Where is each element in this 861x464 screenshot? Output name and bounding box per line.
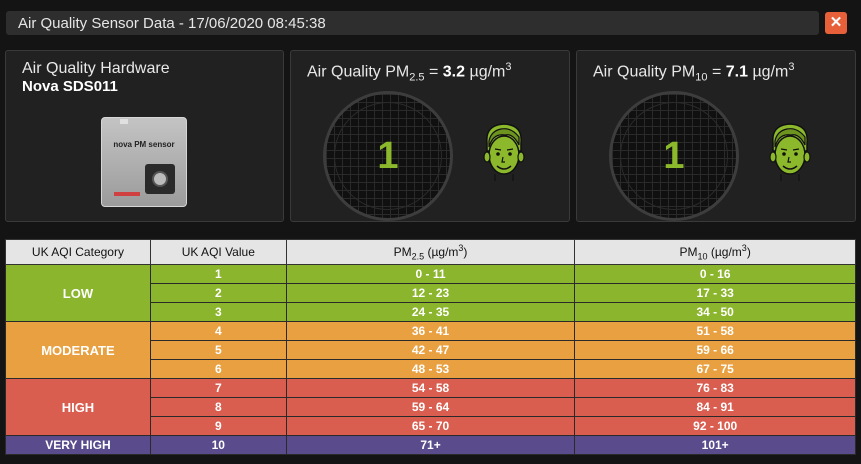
pm10-range: 0 - 16 xyxy=(574,264,856,284)
pm10-range: 84 - 91 xyxy=(574,397,856,417)
aqi-value: 5 xyxy=(149,340,287,360)
pm10-panel: Air Quality PM10 = 7.1 µg/m3 1 xyxy=(576,50,856,222)
happy-face-icon xyxy=(769,123,811,181)
pm25-index-gauge: 1 xyxy=(323,91,453,221)
header-pm25: PM2.5 (µg/m3) xyxy=(285,239,576,265)
aqi-value: 7 xyxy=(149,378,287,398)
aqi-value: 4 xyxy=(149,321,287,341)
table-row: 5 42 - 47 59 - 66 xyxy=(5,340,856,360)
pm10-value: 7.1 xyxy=(725,63,748,81)
pm10-range: 76 - 83 xyxy=(574,378,856,398)
close-button[interactable]: ✕ xyxy=(825,12,847,34)
title-bar: Air Quality Sensor Data - 17/06/2020 08:… xyxy=(6,11,819,35)
header-value: UK AQI Value xyxy=(149,239,287,265)
header-pm10: PM10 (µg/m3) xyxy=(574,239,856,265)
happy-face-icon xyxy=(483,123,525,181)
pm10-range: 67 - 75 xyxy=(574,359,856,379)
window-title: Air Quality Sensor Data - 17/06/2020 08:… xyxy=(18,15,326,32)
pm10-index-value: 1 xyxy=(663,135,685,177)
hardware-panel: Air Quality Hardware Nova SDS011 nova PM… xyxy=(5,50,284,222)
pm10-range: 17 - 33 xyxy=(574,283,856,303)
pm25-value: 3.2 xyxy=(442,63,466,81)
category-moderate: MODERATE xyxy=(5,321,151,379)
sensor-connector xyxy=(120,119,128,124)
table-row: 2 12 - 23 17 - 33 xyxy=(5,283,856,303)
pm25-range: 36 - 41 xyxy=(285,321,576,341)
pm25-range: 54 - 58 xyxy=(285,378,576,398)
aqi-value: 10 xyxy=(149,435,287,455)
pm25-range: 42 - 47 xyxy=(285,340,576,360)
sensor-wire xyxy=(114,192,140,196)
aqi-value: 8 xyxy=(149,397,287,417)
hardware-label: Air Quality Hardware xyxy=(22,60,170,77)
table-row: HIGH 7 54 - 58 76 - 83 xyxy=(5,378,856,436)
aqi-value: 3 xyxy=(149,302,287,322)
header-category: UK AQI Category xyxy=(5,239,151,265)
table-row: MODERATE 4 36 - 41 51 - 58 xyxy=(5,321,856,379)
table-row: LOW 1 0 - 11 0 - 16 xyxy=(5,264,856,322)
category-very-high: VERY HIGH xyxy=(5,435,151,455)
aqi-table: UK AQI Category UK AQI Value PM2.5 (µg/m… xyxy=(5,239,856,455)
table-row: VERY HIGH 10 71+ 101+ xyxy=(5,435,856,455)
category-low: LOW xyxy=(5,264,151,322)
pm25-range: 59 - 64 xyxy=(285,397,576,417)
aqi-value: 2 xyxy=(149,283,287,303)
sensor-image: nova PM sensor xyxy=(101,117,187,207)
category-high: HIGH xyxy=(5,378,151,436)
pm25-index-value: 1 xyxy=(377,135,399,177)
pm10-range: 101+ xyxy=(574,435,856,455)
pm10-range: 59 - 66 xyxy=(574,340,856,360)
pm25-panel: Air Quality PM2.5 = 3.2 µg/m3 1 xyxy=(290,50,570,222)
pm25-range: 65 - 70 xyxy=(285,416,576,436)
aqi-value: 1 xyxy=(149,264,287,284)
pm25-range: 0 - 11 xyxy=(285,264,576,284)
table-row: 6 48 - 53 67 - 75 xyxy=(5,359,856,379)
pm25-range: 12 - 23 xyxy=(285,283,576,303)
sensor-label: nova PM sensor xyxy=(113,140,175,149)
table-header-row: UK AQI Category UK AQI Value PM2.5 (µg/m… xyxy=(5,239,856,265)
sensor-fan-icon xyxy=(145,164,175,194)
pm10-range: 92 - 100 xyxy=(574,416,856,436)
pm10-title: Air Quality PM10 = 7.1 µg/m3 xyxy=(593,61,795,84)
pm10-range: 34 - 50 xyxy=(574,302,856,322)
pm25-range: 24 - 35 xyxy=(285,302,576,322)
table-row: 8 59 - 64 84 - 91 xyxy=(5,397,856,417)
pm25-range: 71+ xyxy=(285,435,576,455)
pm25-range: 48 - 53 xyxy=(285,359,576,379)
pm10-index-gauge: 1 xyxy=(609,91,739,221)
aqi-value: 9 xyxy=(149,416,287,436)
hardware-model: Nova SDS011 xyxy=(22,78,118,95)
aqi-value: 6 xyxy=(149,359,287,379)
pm10-range: 51 - 58 xyxy=(574,321,856,341)
pm25-title: Air Quality PM2.5 = 3.2 µg/m3 xyxy=(307,61,512,84)
